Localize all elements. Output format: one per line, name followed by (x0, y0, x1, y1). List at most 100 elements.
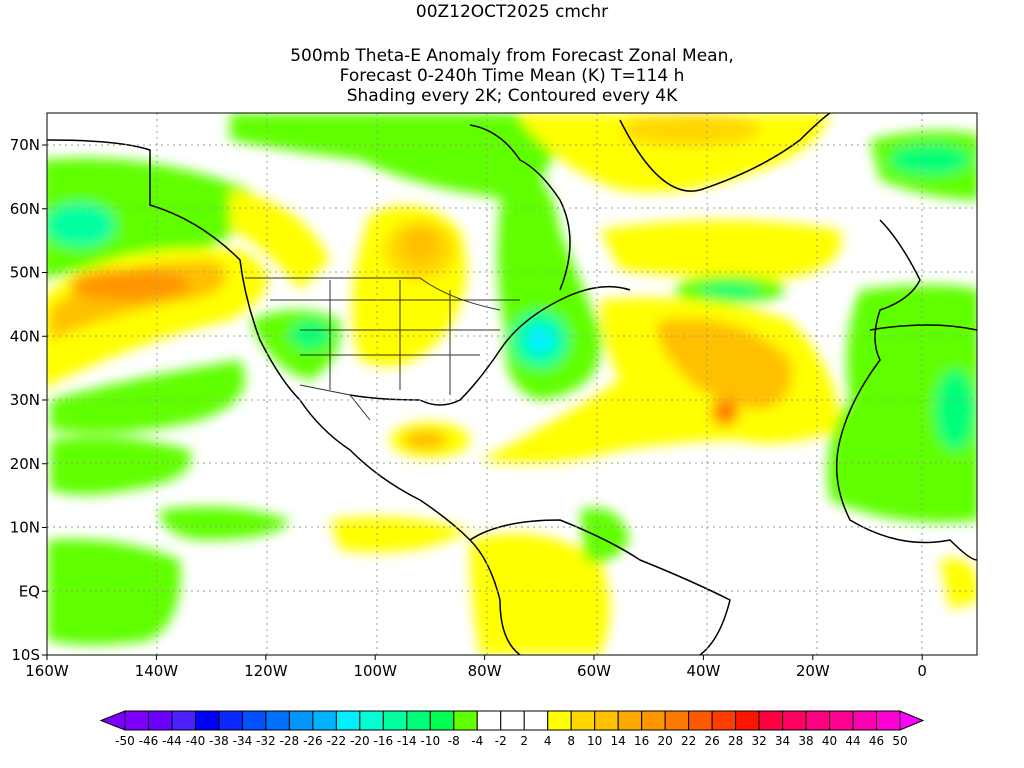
colorbar-swatch (711, 710, 737, 731)
colorbar-label: 20 (658, 734, 673, 748)
colorbar-swatch (171, 710, 196, 731)
colorbar-label: -34 (233, 734, 253, 748)
title-line-3: Forecast 0-240h Time Mean (K) T=114 h (339, 66, 685, 86)
coastlines (47, 113, 977, 655)
colorbar-swatch (382, 710, 408, 731)
colorbar-low-arrow (99, 710, 126, 731)
colorbar-label: 22 (681, 734, 696, 748)
lon-axis: 160W 140W 120W 100W 80W 60W 40W 20W 0 (25, 655, 927, 680)
colorbar-label: 34 (775, 734, 790, 748)
colorbar-swatch (852, 710, 878, 731)
lat-tick-label: 60N (10, 200, 40, 218)
colorbar-swatch (829, 710, 854, 731)
colorbar-label: -16 (374, 734, 394, 748)
colorbar-high-arrow (899, 710, 925, 731)
colorbar-label: -20 (350, 734, 370, 748)
colorbar-label: -38 (209, 734, 229, 748)
colorbar-label: 14 (611, 734, 626, 748)
lon-tick-label: 120W (244, 662, 288, 680)
lon-tick-label: 40W (686, 662, 720, 680)
colorbar-swatch (406, 710, 431, 731)
colorbar-swatch (194, 710, 220, 731)
colorbar-swatch (758, 710, 784, 731)
colorbar-swatch (265, 710, 290, 731)
lon-tick-label: 0 (917, 662, 927, 680)
lat-tick-label: 20N (10, 455, 40, 473)
lon-tick-label: 80W (468, 662, 502, 680)
colorbar-swatch (429, 710, 455, 731)
lon-tick-label: 20W (796, 662, 830, 680)
colorbar-swatch (335, 710, 361, 731)
colorbar-label: 2 (520, 734, 528, 748)
colorbar-swatch (594, 710, 619, 731)
colorbar-label: 4 (544, 734, 552, 748)
colorbar-swatch (218, 710, 243, 731)
colorbar-swatch (359, 710, 384, 731)
colorbar-label: 40 (822, 734, 837, 748)
colorbar-swatch (782, 710, 807, 731)
colorbar-label: -28 (280, 734, 300, 748)
shading-field (47, 113, 977, 655)
grid-lines (47, 113, 977, 655)
colorbar-swatch (735, 710, 760, 731)
colorbar-swatch (688, 710, 713, 731)
colorbar-label: -4 (471, 734, 483, 748)
lat-tick-label: 30N (10, 391, 40, 409)
map-frame (46, 112, 978, 656)
lon-tick-label: 160W (25, 662, 69, 680)
colorbar-swatch (664, 710, 690, 731)
lat-tick-label: 10S (11, 646, 40, 664)
colorbar-swatch (547, 710, 572, 731)
colorbar-swatch (312, 710, 337, 731)
colorbar-swatch (523, 710, 549, 731)
colorbar-label: 10 (587, 734, 602, 748)
colorbar-swatch (124, 710, 149, 731)
lat-tick-label: 70N (10, 136, 40, 154)
colorbar-label: 32 (751, 734, 766, 748)
title-line-2: 500mb Theta-E Anomaly from Forecast Zona… (290, 46, 734, 66)
lat-tick-label: EQ (19, 582, 40, 600)
colorbar-label: -44 (162, 734, 182, 748)
colorbar-label: 44 (845, 734, 860, 748)
political-borders (245, 277, 520, 421)
colorbar-swatch (641, 710, 666, 731)
colorbar-swatch (570, 710, 596, 731)
colorbar-label: 38 (798, 734, 813, 748)
colorbar-label: -50 (115, 734, 135, 748)
colorbar-swatch (241, 710, 267, 731)
colorbar-swatch (147, 710, 173, 731)
colorbar-label: 26 (704, 734, 719, 748)
colorbar-label: -10 (420, 734, 440, 748)
colorbar-label: 46 (869, 734, 884, 748)
lon-tick-label: 100W (353, 662, 397, 680)
colorbar-swatch (453, 710, 478, 731)
colorbar-label: -2 (495, 734, 507, 748)
lat-axis: 70N 60N 50N 40N 30N 20N 10N EQ 10S (10, 136, 47, 664)
lat-tick-label: 40N (10, 327, 40, 345)
lon-tick-label: 60W (577, 662, 611, 680)
colorbar-label: 50 (892, 734, 907, 748)
colorbar-label: -8 (448, 734, 460, 748)
lon-tick-label: 140W (135, 662, 179, 680)
colorbar-label: -46 (139, 734, 159, 748)
lat-tick-label: 50N (10, 264, 40, 282)
colorbar: -50 -46 -44 -40 -38 -34 -32 -28 -26 -22 -20 -16 -14-… (99, 710, 925, 748)
colorbar-swatch (500, 710, 525, 731)
colorbar-swatch (805, 710, 831, 731)
colorbar-label: -32 (256, 734, 276, 748)
colorbar-swatch (876, 710, 901, 731)
colorbar-label: -14 (397, 734, 417, 748)
colorbar-swatch (617, 710, 643, 731)
colorbar-swatch (288, 710, 314, 731)
colorbar-label: 16 (634, 734, 649, 748)
lat-tick-label: 10N (10, 519, 40, 537)
colorbar-label: 8 (567, 734, 575, 748)
colorbar-swatch (476, 710, 502, 731)
colorbar-label: -22 (327, 734, 347, 748)
colorbar-label: -40 (186, 734, 206, 748)
colorbar-label: 28 (728, 734, 743, 748)
title-line-4: Shading every 2K; Contoured every 4K (346, 86, 678, 106)
colorbar-label: -26 (303, 734, 323, 748)
title-line-1: 00Z12OCT2025 cmchr (415, 2, 609, 22)
